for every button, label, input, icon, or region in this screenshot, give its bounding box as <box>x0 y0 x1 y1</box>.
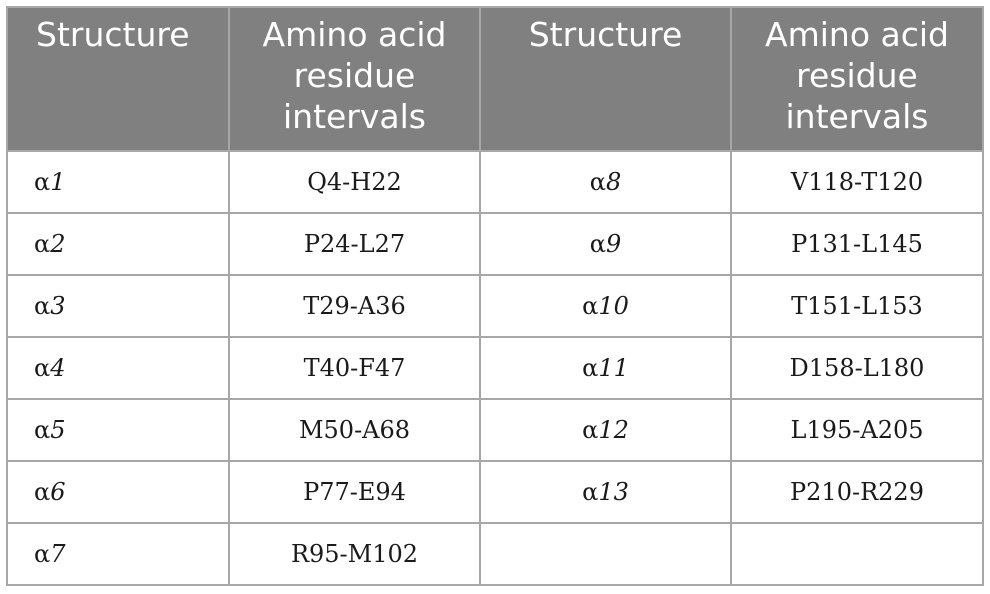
structure-cell-right: α12 <box>480 398 732 461</box>
residue-interval-table: Structure Amino acid residue intervals S… <box>6 6 984 586</box>
residue-interval-cell-left: T40-F47 <box>229 336 481 399</box>
table-row: α6 P77-E94 α13 P210-R229 <box>7 460 983 523</box>
structure-cell-left: α2 <box>7 212 230 275</box>
header-structure-1: Structure <box>7 7 230 151</box>
structure-number: 5 <box>50 416 66 444</box>
structure-number: 13 <box>598 478 629 506</box>
structure-cell-left: α1 <box>7 150 230 213</box>
structure-cell-left: α7 <box>7 522 230 585</box>
structure-prefix: α <box>582 354 599 382</box>
structure-cell-right: α8 <box>480 150 732 213</box>
structure-number: 8 <box>605 168 622 196</box>
structure-cell-right <box>480 522 732 585</box>
structure-number: 9 <box>605 230 622 258</box>
table-row: α5 M50-A68 α12 L195-A205 <box>7 398 983 461</box>
residue-interval-cell-left: M50-A68 <box>229 398 481 461</box>
structure-prefix: α <box>34 540 51 568</box>
structure-number: 6 <box>50 478 66 506</box>
residue-interval-cell-right: L195-A205 <box>731 398 983 461</box>
structure-number: 3 <box>50 292 66 320</box>
structure-prefix: α <box>582 478 599 506</box>
residue-interval-cell-left: T29-A36 <box>229 274 481 337</box>
structure-cell-left: α4 <box>7 336 230 399</box>
structure-prefix: α <box>34 354 51 382</box>
residue-interval-cell-left: Q4-H22 <box>229 150 481 213</box>
header-intervals-2: Amino acid residue intervals <box>731 7 983 151</box>
structure-number: 1 <box>50 168 66 196</box>
structure-cell-right: α10 <box>480 274 732 337</box>
table-body: α1 Q4-H22 α8 V118-T120 α2 P24-L27 α9 P131-L145 α… <box>7 150 983 585</box>
residue-interval-cell-left: P77-E94 <box>229 460 481 523</box>
table-row: α2 P24-L27 α9 P131-L145 <box>7 212 983 275</box>
structure-cell-left: α5 <box>7 398 230 461</box>
table-row: α7 R95-M102 <box>7 522 983 585</box>
residue-interval-cell-right: T151-L153 <box>731 274 983 337</box>
structure-number: 2 <box>50 230 66 258</box>
structure-prefix: α <box>589 230 606 258</box>
structure-prefix: α <box>34 292 51 320</box>
table-row: α4 T40-F47 α11 D158-L180 <box>7 336 983 399</box>
residue-interval-cell-left: R95-M102 <box>229 522 481 585</box>
structure-prefix: α <box>34 230 51 258</box>
structure-cell-right: α13 <box>480 460 732 523</box>
structure-prefix: α <box>582 292 599 320</box>
residue-interval-cell-right: P210-R229 <box>731 460 983 523</box>
residue-interval-cell-right: P131-L145 <box>731 212 983 275</box>
structure-prefix: α <box>582 416 599 444</box>
header-structure-2: Structure <box>480 7 732 151</box>
structure-prefix: α <box>589 168 606 196</box>
residue-interval-cell-right: V118-T120 <box>731 150 983 213</box>
structure-prefix: α <box>34 416 51 444</box>
structure-number: 11 <box>598 354 629 382</box>
table-row: α1 Q4-H22 α8 V118-T120 <box>7 150 983 213</box>
structure-prefix: α <box>34 478 51 506</box>
residue-interval-cell-right <box>731 522 983 585</box>
structure-cell-left: α3 <box>7 274 230 337</box>
structure-number: 12 <box>598 416 629 444</box>
structure-cell-right: α9 <box>480 212 732 275</box>
table-row: α3 T29-A36 α10 T151-L153 <box>7 274 983 337</box>
structure-cell-right: α11 <box>480 336 732 399</box>
header-row: Structure Amino acid residue intervals S… <box>7 7 983 151</box>
residue-interval-cell-right: D158-L180 <box>731 336 983 399</box>
structure-number: 10 <box>598 292 629 320</box>
header-intervals-1: Amino acid residue intervals <box>229 7 481 151</box>
structure-number: 4 <box>50 354 66 382</box>
residue-interval-cell-left: P24-L27 <box>229 212 481 275</box>
structure-number: 7 <box>50 540 66 568</box>
structure-prefix: α <box>34 168 51 196</box>
structure-cell-left: α6 <box>7 460 230 523</box>
